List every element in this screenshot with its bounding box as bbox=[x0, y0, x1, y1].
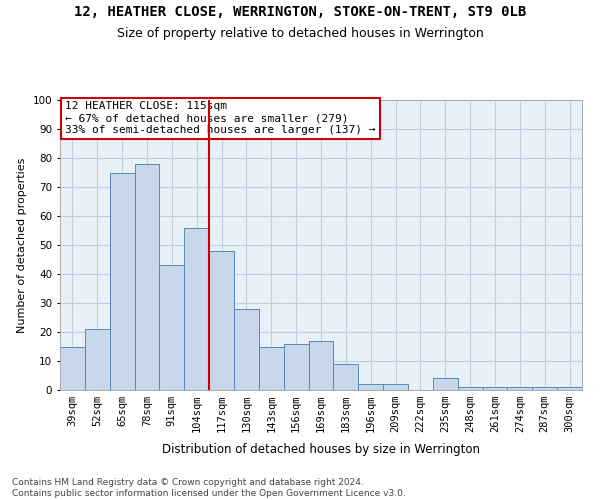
Bar bbox=[557, 387, 582, 390]
Bar bbox=[433, 378, 458, 390]
Bar bbox=[458, 387, 482, 390]
Bar bbox=[209, 251, 234, 390]
Bar bbox=[358, 384, 383, 390]
Bar bbox=[85, 329, 110, 390]
Bar bbox=[508, 387, 532, 390]
Bar bbox=[308, 340, 334, 390]
Bar bbox=[160, 266, 184, 390]
Bar bbox=[184, 228, 209, 390]
Bar bbox=[284, 344, 308, 390]
Bar bbox=[482, 387, 508, 390]
Bar bbox=[234, 309, 259, 390]
Bar bbox=[532, 387, 557, 390]
Text: 12 HEATHER CLOSE: 115sqm
← 67% of detached houses are smaller (279)
33% of semi-: 12 HEATHER CLOSE: 115sqm ← 67% of detach… bbox=[65, 102, 376, 134]
Bar bbox=[110, 172, 134, 390]
Text: 12, HEATHER CLOSE, WERRINGTON, STOKE-ON-TRENT, ST9 0LB: 12, HEATHER CLOSE, WERRINGTON, STOKE-ON-… bbox=[74, 5, 526, 19]
Bar bbox=[383, 384, 408, 390]
Text: Size of property relative to detached houses in Werrington: Size of property relative to detached ho… bbox=[116, 28, 484, 40]
Bar bbox=[134, 164, 160, 390]
Text: Distribution of detached houses by size in Werrington: Distribution of detached houses by size … bbox=[162, 442, 480, 456]
Text: Contains HM Land Registry data © Crown copyright and database right 2024.
Contai: Contains HM Land Registry data © Crown c… bbox=[12, 478, 406, 498]
Bar bbox=[259, 346, 284, 390]
Bar bbox=[60, 346, 85, 390]
Y-axis label: Number of detached properties: Number of detached properties bbox=[17, 158, 27, 332]
Bar bbox=[334, 364, 358, 390]
